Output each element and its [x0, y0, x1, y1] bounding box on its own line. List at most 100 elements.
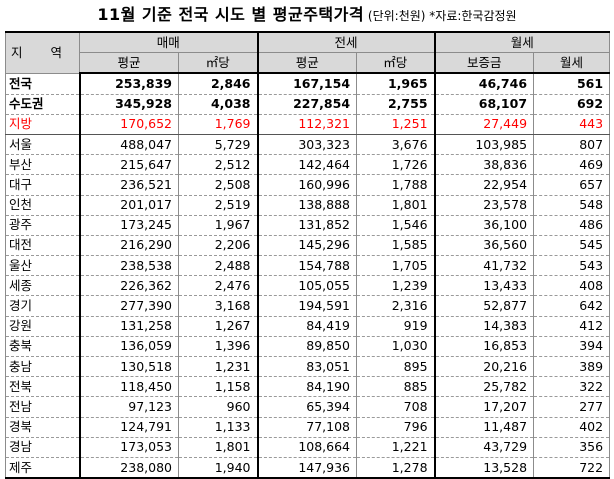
- cell-sale-avg: 130,518: [78, 356, 179, 378]
- cell-monthly-rent: 277: [533, 396, 611, 418]
- cell-deposit: 38,836: [433, 154, 535, 176]
- cell-deposit: 14,383: [433, 316, 535, 337]
- cell-sale-avg: 173,245: [78, 215, 179, 236]
- table-row: 충남 130,518 1,231 83,051 895 20,216 389: [5, 356, 611, 378]
- header-col-jeonse-avg: 평균: [256, 52, 358, 75]
- header-region: 지 역: [5, 30, 80, 74]
- cell-jeonse-avg: 303,323: [256, 134, 358, 156]
- cell-region-name: 경남: [5, 437, 80, 458]
- cell-monthly-rent: 543: [533, 255, 611, 277]
- cell-deposit: 68,107: [433, 94, 535, 115]
- cell-sale-per-m2: 2,206: [177, 235, 259, 257]
- cell-jeonse-avg: 131,852: [256, 215, 358, 236]
- cell-sale-per-m2: 1,133: [177, 417, 259, 438]
- cell-jeonse-avg: 138,888: [256, 195, 358, 216]
- cell-sale-per-m2: 1,769: [177, 114, 259, 135]
- cell-monthly-rent: 642: [533, 295, 611, 317]
- cell-deposit: 11,487: [433, 417, 535, 438]
- header-group-jeonse: 전세: [256, 31, 436, 54]
- cell-sale-avg: 236,521: [78, 174, 179, 196]
- cell-region-name: 경기: [5, 295, 80, 317]
- cell-monthly-rent: 408: [533, 275, 611, 297]
- cell-deposit: 36,100: [433, 215, 535, 236]
- cell-jeonse-avg: 65,394: [256, 396, 358, 418]
- cell-region-name: 대전: [5, 235, 80, 257]
- table-row: 경남 173,053 1,801 108,664 1,221 43,729 356: [5, 437, 611, 458]
- cell-monthly-rent: 402: [533, 417, 611, 438]
- cell-jeonse-avg: 227,854: [256, 94, 358, 115]
- cell-monthly-rent: 389: [533, 356, 611, 378]
- cell-jeonse-avg: 167,154: [256, 73, 358, 95]
- table-row: 울산 238,538 2,488 154,788 1,705 41,732 543: [5, 255, 611, 277]
- cell-sale-avg: 253,839: [78, 73, 179, 95]
- header-col-monthly-rent: 월세: [533, 52, 611, 75]
- cell-jeonse-avg: 147,936: [256, 457, 358, 479]
- table-row: 인천 201,017 2,519 138,888 1,801 23,578 548: [5, 195, 611, 216]
- cell-region-name: 수도권: [5, 94, 80, 115]
- cell-monthly-rent: 394: [533, 336, 611, 358]
- title-main: 11월 기준 전국 시도 별 평균주택가격: [97, 5, 365, 24]
- cell-region-name: 인천: [5, 195, 80, 216]
- cell-sale-per-m2: 2,488: [177, 255, 259, 277]
- cell-deposit: 16,853: [433, 336, 535, 358]
- cell-jeonse-avg: 142,464: [256, 154, 358, 176]
- cell-region-name: 전국: [5, 73, 80, 95]
- cell-region-name: 광주: [5, 215, 80, 236]
- cell-sale-per-m2: 5,729: [177, 134, 259, 156]
- cell-jeonse-avg: 105,055: [256, 275, 358, 297]
- cell-sale-avg: 173,053: [78, 437, 179, 458]
- cell-monthly-rent: 412: [533, 316, 611, 337]
- cell-jeonse-avg: 84,419: [256, 316, 358, 337]
- cell-region-name: 세종: [5, 275, 80, 297]
- cell-deposit: 52,877: [433, 295, 535, 317]
- cell-sale-avg: 201,017: [78, 195, 179, 216]
- cell-jeonse-avg: 145,296: [256, 235, 358, 257]
- table-row: 경북 124,791 1,133 77,108 796 11,487 402: [5, 417, 611, 438]
- cell-region-name: 울산: [5, 255, 80, 277]
- table-row: 제주 238,080 1,940 147,936 1,278 13,528 722: [5, 457, 611, 479]
- cell-jeonse-avg: 194,591: [256, 295, 358, 317]
- table-row: 대구 236,521 2,508 160,996 1,788 22,954 657: [5, 174, 611, 196]
- cell-jeonse-per-m2: 1,239: [356, 275, 436, 297]
- cell-sale-per-m2: 2,476: [177, 275, 259, 297]
- cell-jeonse-per-m2: 1,546: [356, 215, 436, 236]
- cell-deposit: 27,449: [433, 114, 535, 135]
- cell-region-name: 대구: [5, 174, 80, 196]
- cell-deposit: 23,578: [433, 195, 535, 216]
- cell-sale-avg: 136,059: [78, 336, 179, 358]
- cell-region-name: 강원: [5, 316, 80, 337]
- cell-monthly-rent: 548: [533, 195, 611, 216]
- cell-jeonse-per-m2: 1,251: [356, 114, 436, 135]
- table-row: 강원 131,258 1,267 84,419 919 14,383 412: [5, 316, 611, 337]
- cell-region-name: 충남: [5, 356, 80, 378]
- cell-region-name: 충북: [5, 336, 80, 358]
- cell-jeonse-per-m2: 919: [356, 316, 436, 337]
- cell-sale-per-m2: 1,231: [177, 356, 259, 378]
- cell-jeonse-per-m2: 1,726: [356, 154, 436, 176]
- table-body: 전국 253,839 2,846 167,154 1,965 46,746 561 수도권 34…: [5, 73, 611, 479]
- cell-monthly-rent: 469: [533, 154, 611, 176]
- cell-jeonse-avg: 89,850: [256, 336, 358, 358]
- table-title: 11월 기준 전국 시도 별 평균주택가격 (단위:천원) *자료:한국감정원: [0, 0, 614, 28]
- cell-deposit: 20,216: [433, 356, 535, 378]
- cell-jeonse-avg: 160,996: [256, 174, 358, 196]
- cell-monthly-rent: 322: [533, 376, 611, 398]
- cell-monthly-rent: 722: [533, 457, 611, 479]
- cell-sale-avg: 131,258: [78, 316, 179, 337]
- cell-jeonse-per-m2: 3,676: [356, 134, 436, 156]
- cell-sale-per-m2: 1,940: [177, 457, 259, 479]
- cell-jeonse-avg: 83,051: [256, 356, 358, 378]
- cell-jeonse-per-m2: 1,030: [356, 336, 436, 358]
- cell-sale-per-m2: 1,267: [177, 316, 259, 337]
- cell-sale-per-m2: 2,519: [177, 195, 259, 216]
- cell-monthly-rent: 545: [533, 235, 611, 257]
- cell-jeonse-per-m2: 1,965: [356, 73, 436, 95]
- cell-jeonse-avg: 108,664: [256, 437, 358, 458]
- cell-region-name: 지방: [5, 114, 80, 135]
- cell-monthly-rent: 486: [533, 215, 611, 236]
- cell-sale-per-m2: 1,801: [177, 437, 259, 458]
- cell-jeonse-per-m2: 885: [356, 376, 436, 398]
- cell-region-name: 제주: [5, 457, 80, 479]
- cell-sale-per-m2: 1,158: [177, 376, 259, 398]
- cell-sale-per-m2: 2,508: [177, 174, 259, 196]
